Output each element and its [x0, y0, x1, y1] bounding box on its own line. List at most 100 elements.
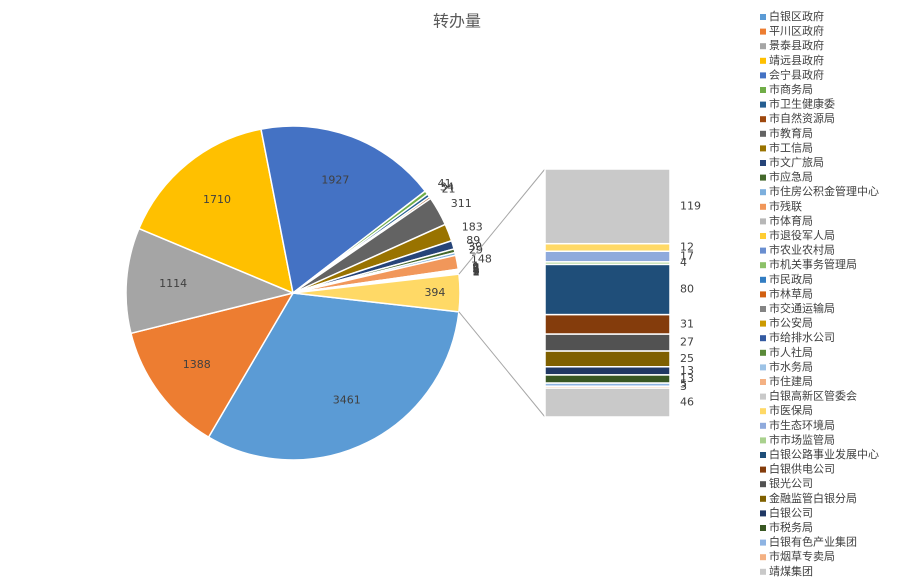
legend-label: 白银公路事业发展中心 — [769, 447, 879, 461]
legend-label: 市公安局 — [769, 316, 813, 330]
data-label: 89 — [466, 234, 480, 247]
legend-label: 市住建局 — [769, 374, 813, 388]
legend-marker — [760, 189, 766, 196]
legend-marker — [760, 539, 766, 546]
legend-marker — [760, 87, 766, 93]
legend-label: 市林草局 — [769, 286, 813, 300]
legend-marker — [760, 233, 766, 239]
legend-label: 靖煤集团 — [769, 564, 813, 578]
bar-segment — [544, 168, 671, 245]
legend-label: 靖远县政府 — [769, 53, 824, 67]
legend-marker — [760, 276, 766, 283]
legend-marker — [760, 160, 766, 166]
pie-slice — [292, 273, 461, 313]
legend-label: 市自然资源局 — [769, 111, 835, 125]
data-label: 3 — [473, 264, 480, 277]
data-label: 31 — [680, 317, 694, 330]
chart-title: 转办量 — [433, 12, 481, 31]
legend-label: 金融监管白银分局 — [769, 491, 857, 505]
legend-label: 市给排水公司 — [769, 330, 835, 344]
legend-marker — [760, 291, 766, 298]
data-label: 119 — [680, 199, 701, 212]
legend-marker — [760, 437, 766, 444]
legend-label: 市住房公积金管理中心 — [769, 184, 879, 198]
bar-segment — [544, 366, 671, 376]
legend-label: 市农业农村局 — [769, 243, 835, 257]
connector — [458, 168, 546, 275]
data-label: 5 — [680, 378, 687, 391]
bar-segment — [544, 242, 671, 252]
legend-label: 白银高新区管委会 — [769, 389, 857, 403]
bar-segment — [544, 313, 671, 335]
bar-segment — [544, 263, 671, 316]
legend-marker — [760, 116, 766, 123]
data-label: 17 — [680, 250, 694, 263]
legend-label: 市文广旅局 — [769, 155, 824, 169]
data-label: 3461 — [333, 394, 361, 407]
bar-segment — [544, 333, 671, 352]
legend-label: 市水务局 — [769, 359, 813, 373]
data-label: 4 — [473, 264, 480, 277]
legend-label: 市退役军人局 — [769, 228, 835, 242]
legend-marker — [760, 525, 766, 531]
legend-marker — [760, 466, 766, 473]
legend-marker — [760, 218, 766, 225]
legend-marker — [760, 335, 766, 342]
data-label: 4 — [473, 264, 480, 277]
bar-segment — [544, 250, 671, 263]
legend-label: 市烟草专卖局 — [769, 549, 835, 563]
data-label: 2 — [473, 265, 480, 278]
data-label: 3 — [680, 380, 687, 393]
legend-label: 市民政局 — [769, 272, 813, 286]
connector — [458, 311, 546, 418]
legend-marker — [760, 422, 766, 429]
legend-marker — [760, 510, 766, 517]
legend-marker — [760, 481, 766, 488]
data-label: 6 — [472, 262, 479, 275]
data-label: 9 — [472, 261, 479, 274]
legend-marker — [760, 72, 766, 79]
legend-label: 市应急局 — [769, 170, 813, 184]
pie-slice — [130, 291, 295, 439]
data-label: 25 — [680, 352, 694, 365]
legend-label: 市税务局 — [769, 520, 813, 534]
legend-marker — [760, 174, 766, 181]
legend-marker — [760, 43, 766, 50]
legend-label: 市工信局 — [769, 140, 813, 154]
data-label: 2 — [473, 265, 480, 278]
data-label: 29 — [469, 244, 483, 257]
legend-label: 市机关事务管理局 — [769, 257, 857, 271]
legend-label: 白银公司 — [769, 505, 813, 519]
legend-marker — [760, 145, 766, 152]
legend-marker — [760, 101, 766, 108]
legend-label: 会宁县政府 — [769, 67, 824, 81]
data-label: 4 — [680, 256, 687, 269]
data-label: 5 — [472, 263, 479, 276]
legend-marker — [760, 364, 766, 371]
legend-label: 市生态环境局 — [769, 418, 835, 432]
data-label: 80 — [680, 283, 694, 296]
legend-label: 市人社局 — [769, 345, 813, 359]
legend-label: 景泰县政府 — [769, 38, 824, 52]
legend-label: 白银供电公司 — [769, 462, 835, 476]
legend-label: 市卫生健康委 — [769, 97, 835, 111]
bar-segment — [544, 374, 671, 384]
bar-segment — [544, 387, 671, 418]
data-label: 13 — [680, 364, 694, 377]
legend-label: 市体育局 — [769, 213, 813, 227]
legend-marker — [760, 379, 766, 385]
data-label: 1388 — [183, 358, 211, 371]
legend-marker — [760, 247, 766, 254]
legend-label: 市交通运输局 — [769, 301, 835, 315]
data-label: 2 — [473, 265, 480, 278]
legend-marker — [760, 306, 766, 312]
legend-marker — [760, 203, 766, 210]
legend-marker — [760, 320, 766, 327]
pie-slice — [125, 227, 296, 335]
pie-slice — [207, 292, 460, 461]
data-label: 41 — [438, 177, 452, 190]
legend-label: 市残联 — [769, 199, 802, 213]
data-label: 21 — [442, 183, 456, 196]
data-label: 1927 — [321, 173, 349, 186]
